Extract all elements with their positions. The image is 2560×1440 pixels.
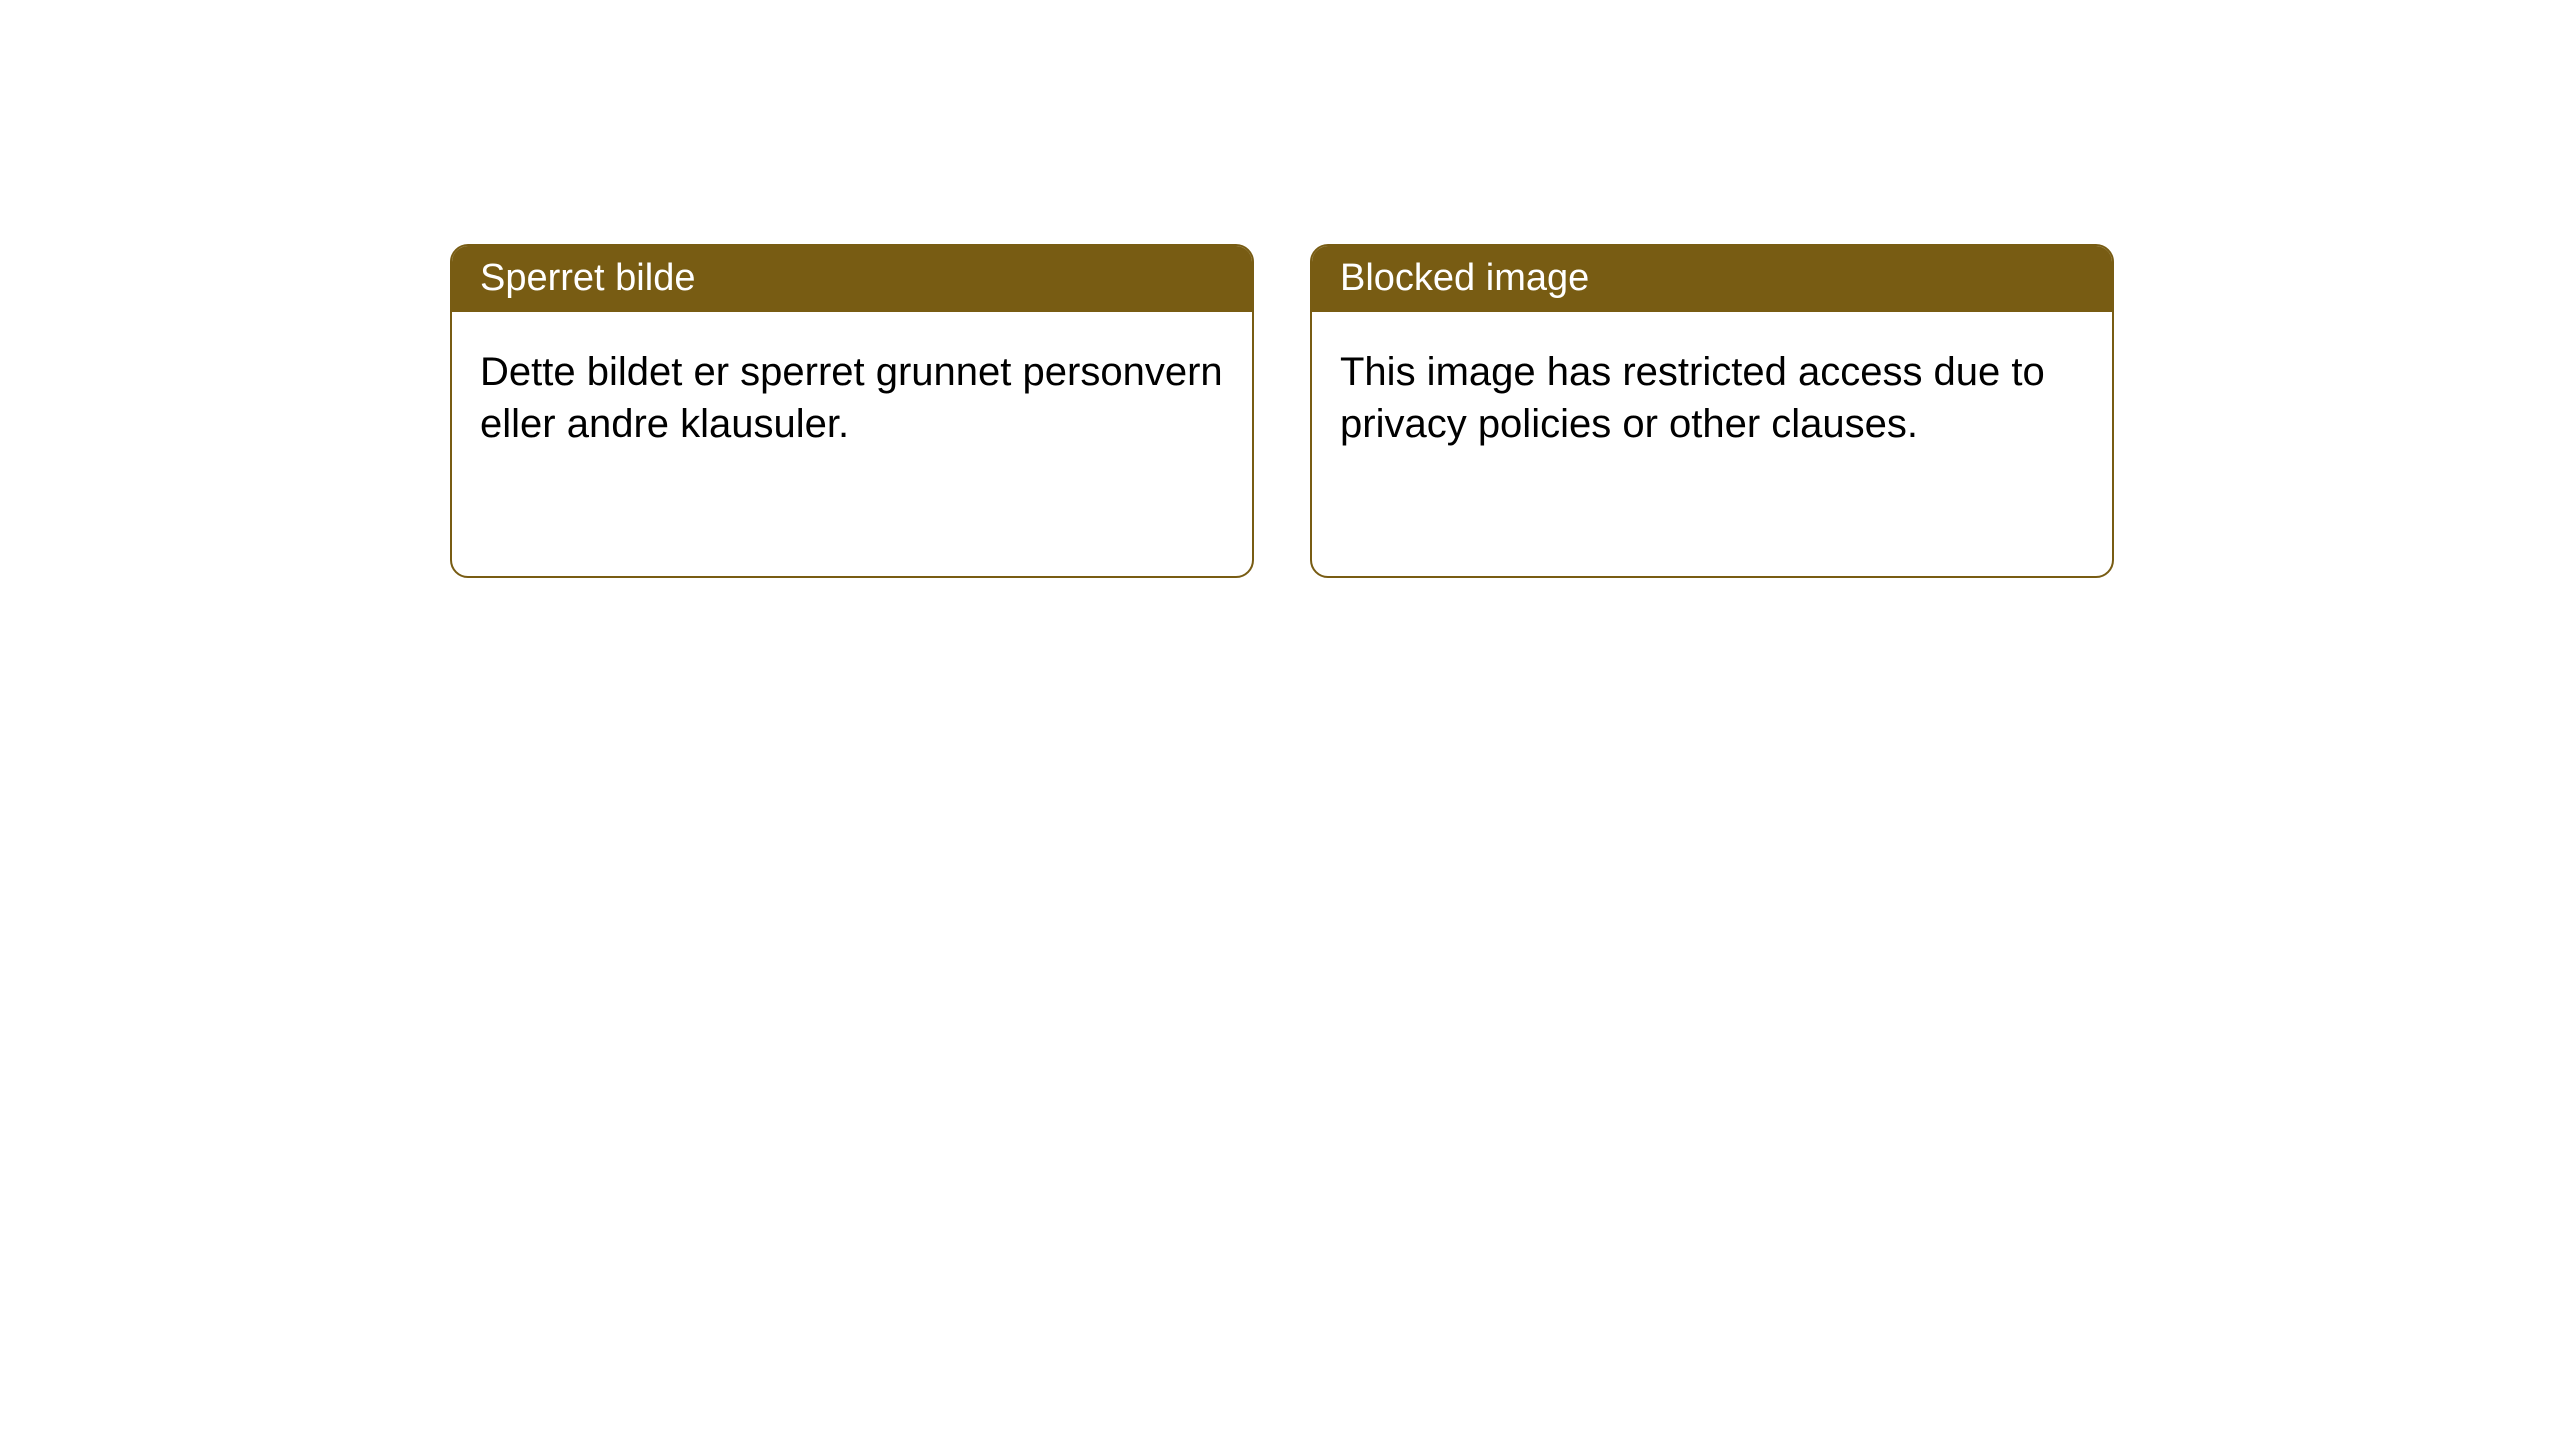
notice-card-english: Blocked image This image has restricted … [1310, 244, 2114, 578]
notice-header: Blocked image [1312, 246, 2112, 312]
notice-body: Dette bildet er sperret grunnet personve… [452, 312, 1252, 486]
notice-card-norwegian: Sperret bilde Dette bildet er sperret gr… [450, 244, 1254, 578]
notice-body: This image has restricted access due to … [1312, 312, 2112, 486]
notice-container: Sperret bilde Dette bildet er sperret gr… [0, 0, 2560, 578]
notice-header: Sperret bilde [452, 246, 1252, 312]
